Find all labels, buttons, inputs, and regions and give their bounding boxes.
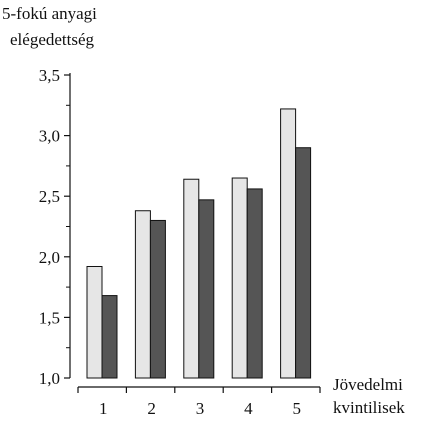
y-tick-label: 2,0 [39,248,60,267]
x-axis: 1 2 3 4 5 [78,387,320,418]
bar-series-1 [135,211,150,378]
x-tick-label: 3 [196,399,205,418]
x-tick-label: 5 [293,399,302,418]
bar-series-2 [247,189,262,378]
y-tick-label: 3,5 [39,66,60,85]
bar-series-2 [199,200,214,378]
bar-series-1 [87,266,102,378]
y-tick-label: 1,5 [39,308,60,327]
bar-series-2 [296,148,311,378]
y-tick-label: 2,5 [39,187,60,206]
x-tick-label: 4 [244,399,253,418]
bars [87,109,311,378]
bar-series-1 [184,179,199,378]
bar-series-1 [232,178,247,378]
x-axis-label-line-1: Jövedelmi [333,375,403,395]
bar-series-2 [102,296,117,378]
bar-series-1 [281,109,296,378]
x-axis-label-line-2: kvintilisek [333,398,405,418]
y-axis: 1,0 1,5 2,0 2,5 3,0 3,5 [39,66,70,388]
x-tick-label: 1 [99,399,108,418]
bar-series-2 [150,220,165,378]
y-tick-label: 1,0 [39,369,60,388]
x-tick-label: 2 [147,399,156,418]
y-tick-label: 3,0 [39,127,60,146]
